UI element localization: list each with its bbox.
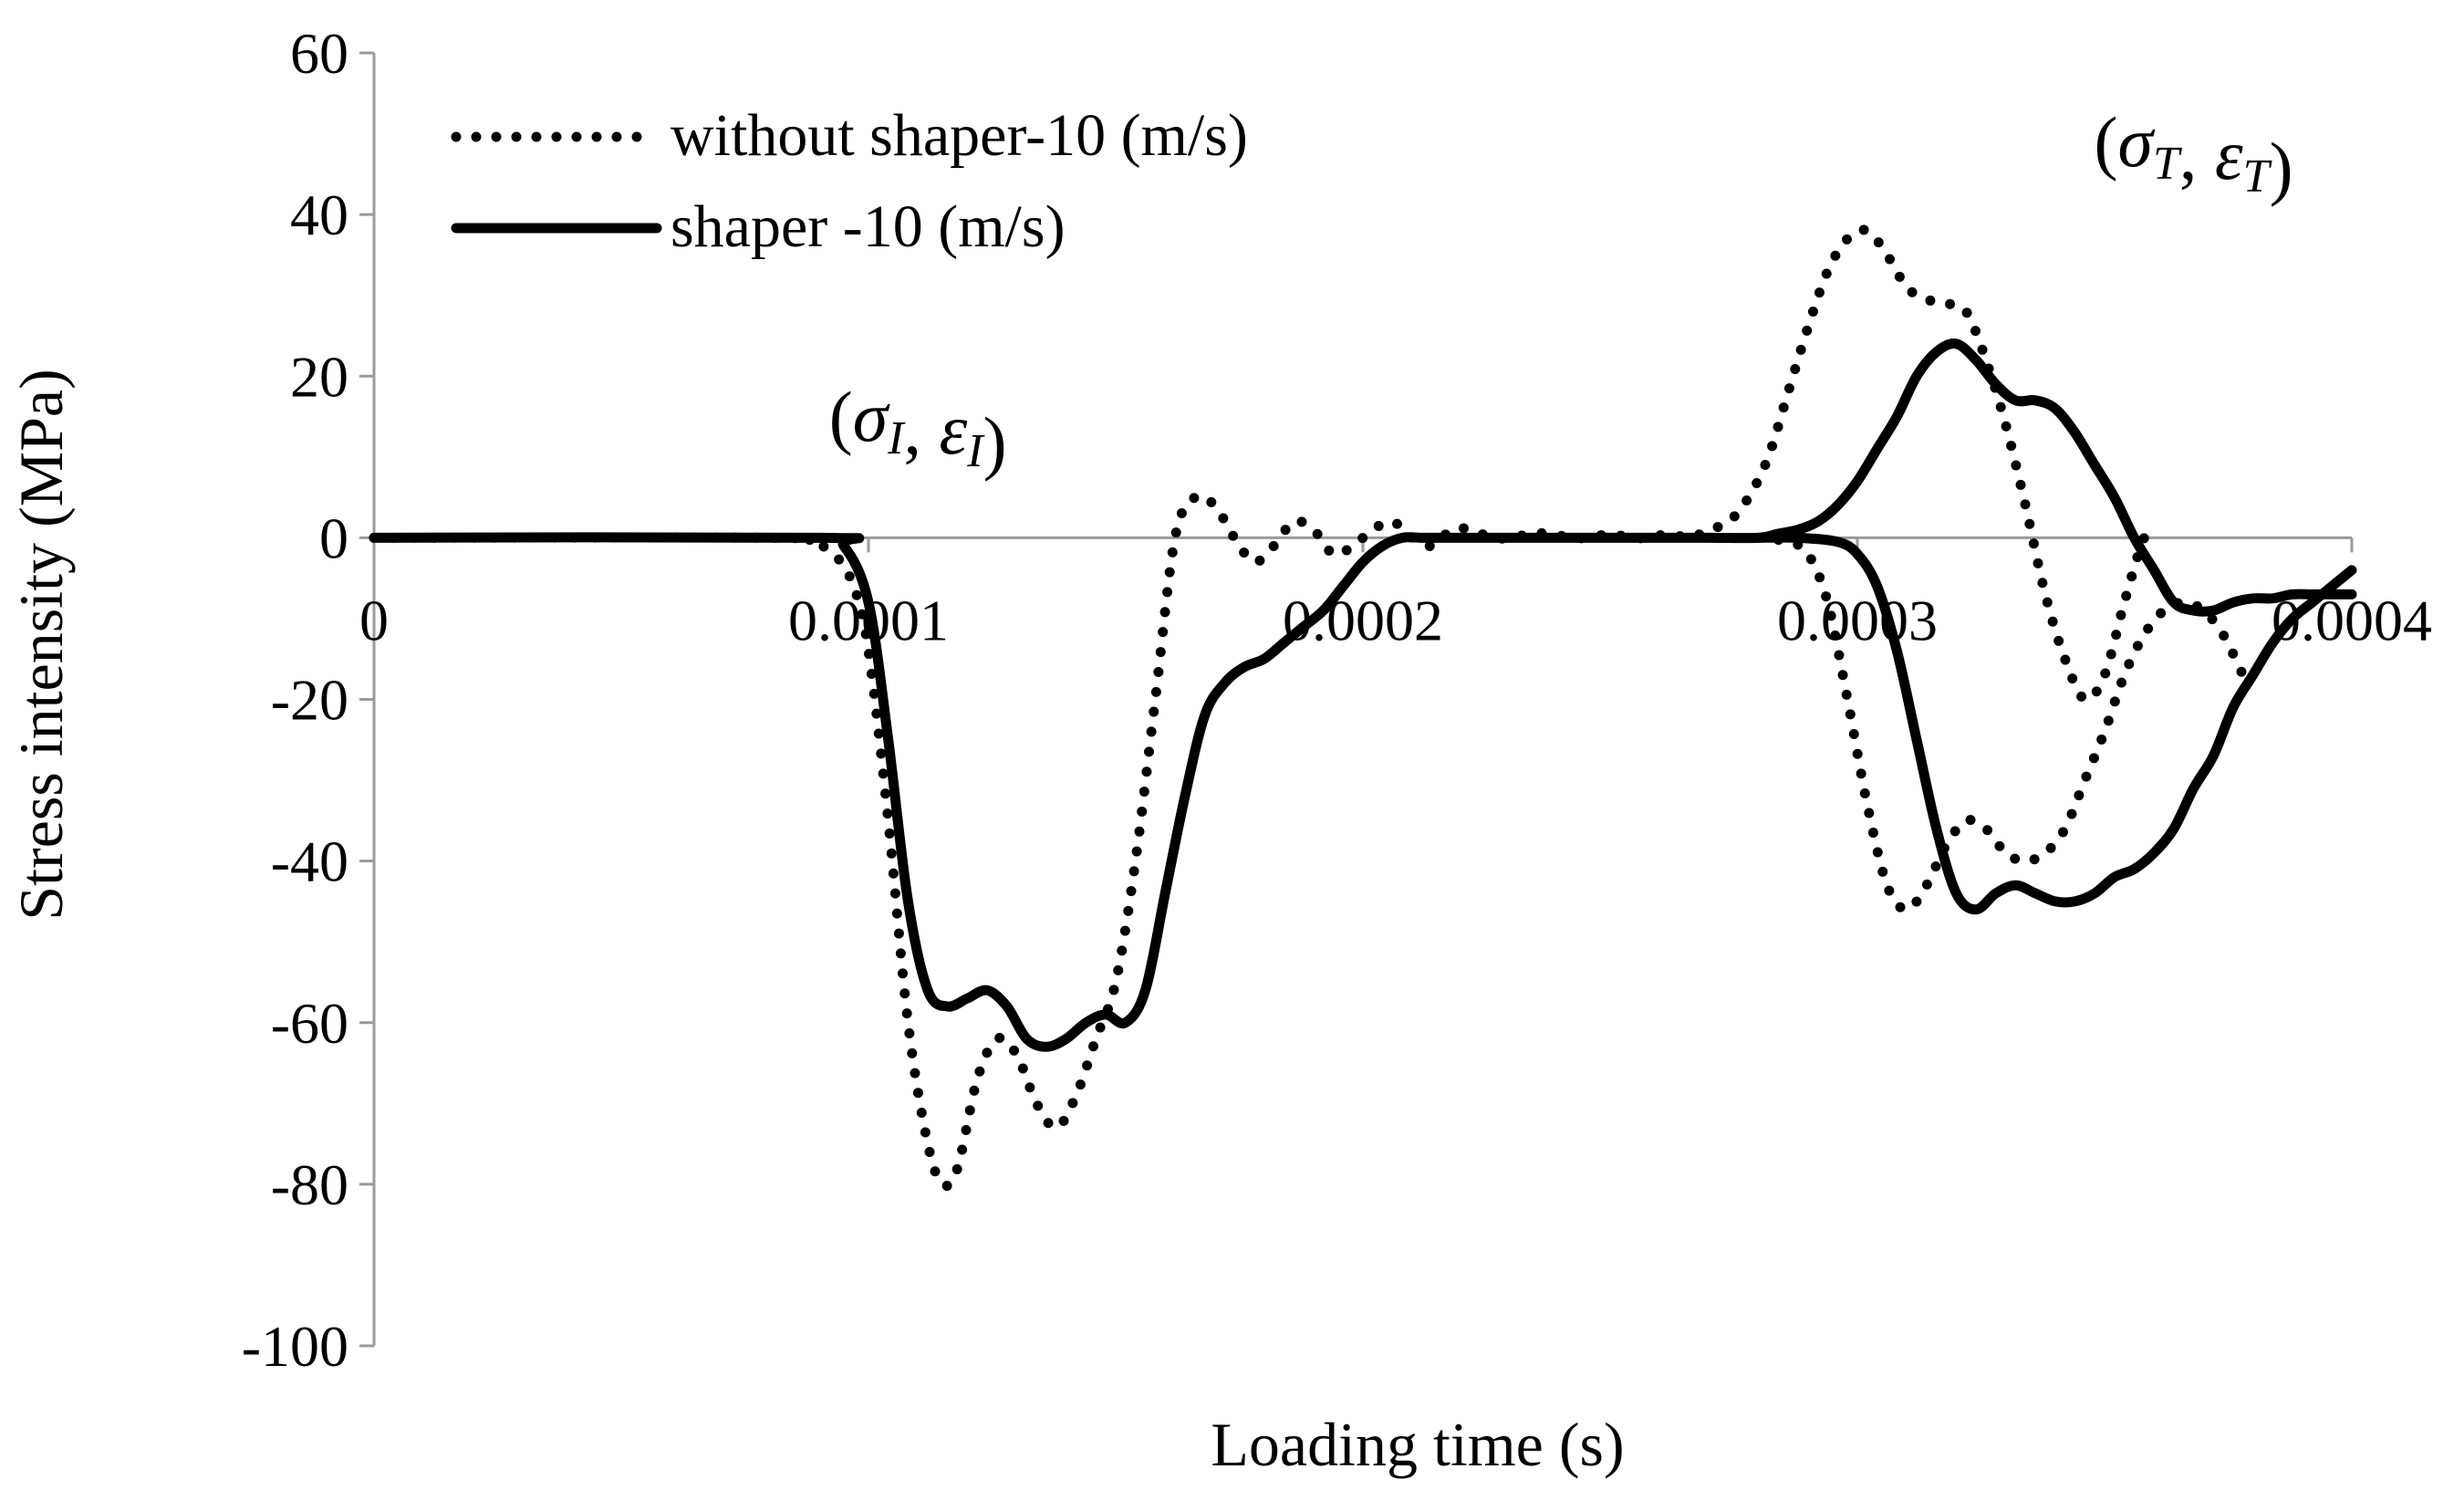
- y-ticks: -100 -80 -60 -40 -20 0 20 40 60: [242, 21, 374, 1379]
- y-tick-label: -60: [271, 991, 348, 1056]
- annotation-transmitted: (σT, εT): [2095, 102, 2293, 207]
- y-tick-label: -40: [271, 829, 348, 894]
- y-axis-title: Stress intensity (MPa): [6, 369, 76, 920]
- y-tick-label: 20: [290, 344, 348, 409]
- series-line: [1753, 532, 2357, 915]
- x-ticks: 0 0.0001 0.0002 0.0003 0.0004: [359, 537, 2432, 652]
- series-line: [1753, 532, 2249, 915]
- x-tick-label: 0.0003: [1777, 588, 1938, 652]
- y-tick-label: -80: [271, 1152, 348, 1217]
- y-tick-label: 60: [290, 21, 348, 86]
- series-line: [369, 339, 2357, 1052]
- y-tick-label: -20: [271, 668, 348, 733]
- series-line: [369, 224, 2149, 1192]
- annotation-incident: (σI, εI): [829, 377, 1007, 482]
- legend-label-shaper: shaper -10 (m/s): [671, 193, 1066, 260]
- series-shaper: [369, 339, 2357, 1052]
- y-tick-label: 0: [319, 505, 348, 570]
- legend-label-without-shaper: without shaper-10 (m/s): [671, 102, 1248, 169]
- x-axis-title: Loading time (s): [1211, 1410, 1624, 1479]
- series-layer: [369, 224, 2357, 1192]
- legend: without shaper-10 (m/s) shaper -10 (m/s): [451, 102, 1248, 260]
- y-tick-label: -100: [242, 1314, 348, 1379]
- y-tick-label: 40: [290, 182, 348, 247]
- series-without-shaper: [369, 224, 2249, 1192]
- x-tick-label: 0: [359, 588, 389, 652]
- annotations: (σI, εI) (σT, εT): [829, 102, 2293, 482]
